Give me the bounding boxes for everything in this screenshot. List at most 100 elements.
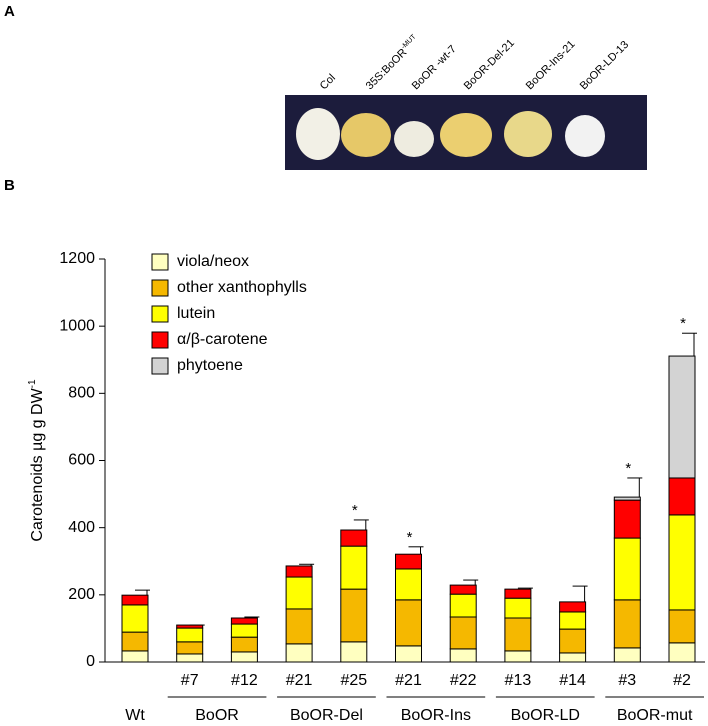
text-part: Carotenoids µg g DW: [29, 387, 46, 541]
x-tick-label: Wt: [125, 707, 145, 721]
panel-letter: B: [4, 177, 15, 194]
x-tick-label: #3: [618, 672, 636, 689]
bar-segment: [340, 529, 368, 547]
text-part: BoOR-Del-21: [462, 37, 517, 92]
y-tick-label: 200: [68, 586, 95, 603]
bar-segment: [504, 617, 532, 652]
bar-segment: [121, 650, 149, 663]
text-part: -MUT: [400, 33, 418, 51]
bar-segment: [395, 553, 422, 570]
x-tick-label: #7: [181, 672, 199, 689]
x-tick-label: #2: [673, 672, 691, 689]
significance-mark: *: [352, 502, 358, 519]
bar-segment: [230, 636, 258, 653]
text-part: BoOR-LD-13: [578, 39, 631, 92]
bar-segment: [121, 604, 149, 633]
legend-label: phytoene: [177, 357, 243, 374]
photo-label: BoOR-Ins-21: [524, 38, 578, 92]
bar-segment: [613, 496, 641, 501]
photo-label: Col: [318, 72, 338, 92]
text-part: Col: [318, 72, 338, 92]
y-tick-label: 1000: [59, 317, 95, 334]
bar-segment: [613, 499, 641, 539]
bar-segment: [340, 641, 368, 663]
y-tick-label: 400: [68, 519, 95, 536]
x-tick-label: #13: [505, 672, 532, 689]
bar-segment: [121, 631, 149, 652]
text-part: 35S:BoOR: [364, 46, 410, 92]
photo: [285, 95, 647, 170]
legend-swatch: [151, 279, 169, 297]
bar-segment: [559, 611, 587, 630]
significance-mark: *: [625, 460, 631, 477]
bar-segment: [285, 608, 313, 645]
legend-label: viola/neox: [177, 253, 249, 270]
y-tick-label: 600: [68, 452, 95, 469]
legend-swatch: [151, 331, 169, 349]
bar-segment: [285, 643, 313, 663]
bar-segment: [504, 597, 532, 619]
legend-label: other xanthophylls: [177, 279, 307, 296]
bar-segment: [230, 623, 258, 638]
bar-segment: [230, 617, 258, 625]
y-tick-label: 800: [68, 385, 95, 402]
bar-segment: [176, 627, 204, 643]
bar-segment: [176, 653, 204, 663]
legend-label: lutein: [177, 305, 215, 322]
bar-segment: [230, 651, 258, 663]
legend-label: α/β-carotene: [177, 331, 268, 348]
x-tick-label: #21: [395, 672, 422, 689]
significance-mark: *: [680, 315, 686, 332]
y-tick-label: 0: [86, 653, 95, 670]
bar-segment: [613, 599, 641, 649]
bar-segment: [613, 537, 641, 601]
group-label: BoOR-Del: [290, 707, 363, 721]
legend-swatch: [151, 357, 169, 375]
y-axis-label: Carotenoids µg g DW-1: [27, 379, 47, 542]
x-tick-label: #21: [286, 672, 313, 689]
group-label: BoOR: [195, 707, 239, 721]
bar-segment: [449, 616, 477, 650]
bar-segment: [176, 641, 204, 655]
bar-segment: [340, 545, 368, 590]
bar-segment: [668, 514, 696, 611]
photo-label: BoOR -wt-7: [410, 43, 459, 92]
bar-segment: [504, 650, 532, 663]
x-tick-label: #25: [340, 672, 367, 689]
group-label: BoOR-Ins: [401, 707, 471, 721]
y-tick-label: 1200: [59, 250, 95, 267]
legend-swatch: [151, 253, 169, 271]
x-tick-label: #14: [559, 672, 586, 689]
bar-segment: [285, 576, 313, 610]
panel-letter: A: [4, 3, 15, 20]
group-label: BoOR-LD: [511, 707, 580, 721]
photo-label: BoOR-Del-21: [462, 37, 517, 92]
bar-segment: [285, 565, 313, 578]
text-part: BoOR -wt-7: [410, 43, 459, 92]
significance-mark: *: [407, 529, 413, 546]
bar-segment: [449, 584, 477, 595]
legend-swatch: [151, 305, 169, 323]
bar-segment: [395, 568, 422, 601]
bar-segment: [395, 645, 422, 663]
x-tick-label: #22: [450, 672, 477, 689]
bar-segment: [668, 642, 696, 663]
bar-segment: [121, 594, 149, 606]
bar-segment: [613, 647, 641, 663]
bar-segment: [559, 652, 587, 663]
bar-segment: [449, 593, 477, 618]
bar-segment: [559, 601, 587, 613]
group-label: BoOR-mut: [617, 707, 693, 721]
bar-segment: [340, 588, 368, 643]
text-part: BoOR-Ins-21: [524, 38, 578, 92]
bar-segment: [668, 355, 696, 479]
bar-segment: [668, 477, 696, 516]
bar-segment: [504, 588, 532, 599]
bar-segment: [668, 609, 696, 644]
bar-segment: [559, 628, 587, 654]
x-tick-label: #12: [231, 672, 258, 689]
bar-segment: [395, 599, 422, 647]
photo-label: BoOR-LD-13: [578, 39, 631, 92]
bar-segment: [449, 648, 477, 663]
